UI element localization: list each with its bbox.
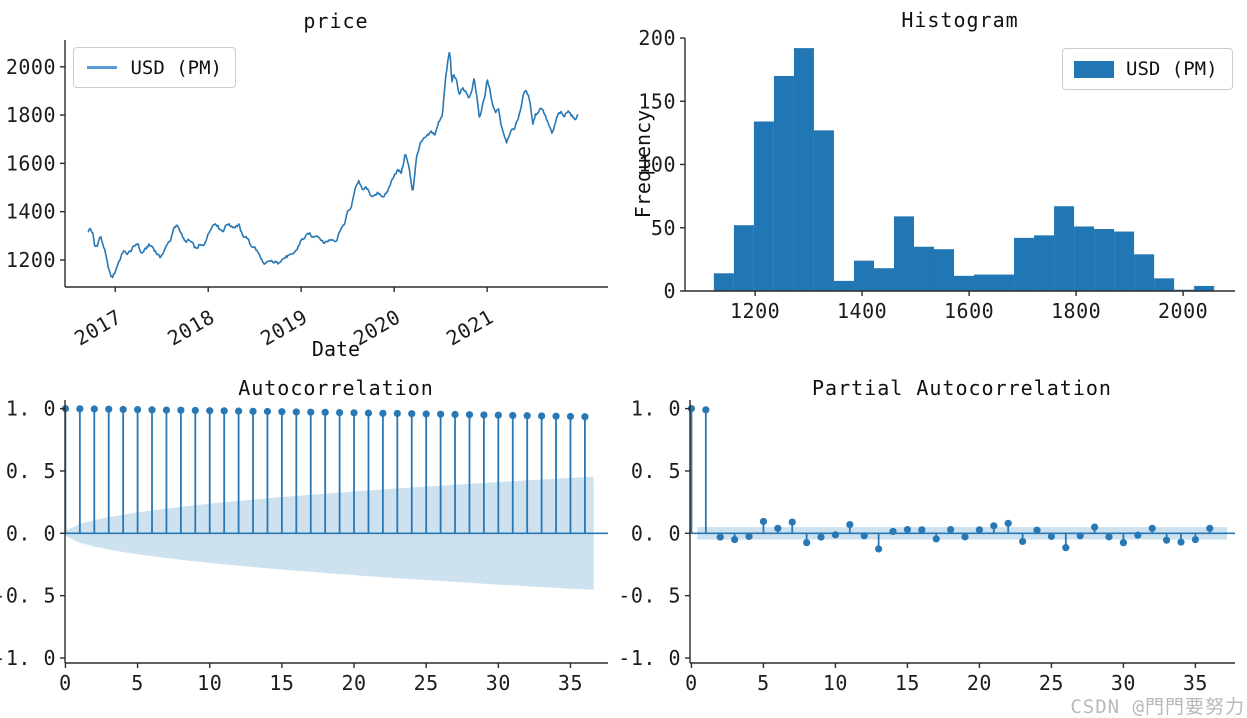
svg-text:1800: 1800 <box>1051 299 1101 323</box>
svg-text:10: 10 <box>197 671 222 695</box>
svg-text:1400: 1400 <box>6 200 56 224</box>
histogram-legend: USD (PM) <box>1062 48 1233 90</box>
svg-text:10: 10 <box>823 671 848 695</box>
svg-text:2000: 2000 <box>6 55 56 79</box>
svg-text:0. 0: 0. 0 <box>6 521 56 545</box>
svg-text:1200: 1200 <box>6 248 56 272</box>
price-legend: USD (PM) <box>73 47 236 88</box>
svg-text:100: 100 <box>638 153 676 177</box>
svg-text:-0. 5: -0. 5 <box>618 584 681 608</box>
svg-text:200: 200 <box>638 26 676 50</box>
svg-text:35: 35 <box>1183 671 1208 695</box>
price-legend-label: USD (PM) <box>130 56 222 79</box>
histogram-yaxis-label: Frequency <box>631 110 655 218</box>
svg-text:1600: 1600 <box>944 299 994 323</box>
price-xaxis-label: Date <box>312 337 360 361</box>
svg-text:30: 30 <box>1111 671 1136 695</box>
svg-text:0: 0 <box>59 671 72 695</box>
svg-text:20: 20 <box>967 671 992 695</box>
svg-text:150: 150 <box>638 89 676 113</box>
svg-text:1. 0: 1. 0 <box>631 397 681 421</box>
pacf-title: Partial Autocorrelation <box>812 376 1112 400</box>
acf-title: Autocorrelation <box>238 376 434 400</box>
svg-text:1400: 1400 <box>837 299 887 323</box>
svg-text:50: 50 <box>651 216 676 240</box>
svg-text:2018: 2018 <box>163 305 218 351</box>
svg-text:1. 0: 1. 0 <box>6 397 56 421</box>
svg-text:15: 15 <box>895 671 920 695</box>
legend-line-swatch <box>87 66 118 69</box>
svg-text:2021: 2021 <box>442 305 497 351</box>
svg-text:1200: 1200 <box>730 299 780 323</box>
legend-patch-swatch <box>1074 60 1114 78</box>
svg-text:5: 5 <box>131 671 144 695</box>
svg-text:35: 35 <box>558 671 583 695</box>
svg-text:2019: 2019 <box>256 305 311 351</box>
watermark: CSDN @門門要努力 <box>1070 696 1245 718</box>
svg-text:-1. 0: -1. 0 <box>0 646 56 670</box>
svg-text:0. 5: 0. 5 <box>6 459 56 483</box>
svg-text:-1. 0: -1. 0 <box>618 646 681 670</box>
price-chart-title: price <box>303 9 368 33</box>
histogram-legend-label: USD (PM) <box>1126 58 1218 80</box>
svg-text:0. 5: 0. 5 <box>631 459 681 483</box>
svg-text:5: 5 <box>757 671 770 695</box>
svg-text:25: 25 <box>414 671 439 695</box>
svg-text:0: 0 <box>685 671 698 695</box>
svg-text:-0. 5: -0. 5 <box>0 584 56 608</box>
svg-text:1800: 1800 <box>6 103 56 127</box>
svg-text:15: 15 <box>269 671 294 695</box>
svg-text:2017: 2017 <box>70 305 125 351</box>
histogram-title: Histogram <box>901 8 1018 32</box>
svg-text:20: 20 <box>341 671 366 695</box>
svg-text:0. 0: 0. 0 <box>631 521 681 545</box>
svg-text:2000: 2000 <box>1158 299 1208 323</box>
svg-text:1600: 1600 <box>6 151 56 175</box>
svg-text:0: 0 <box>663 279 676 303</box>
svg-text:30: 30 <box>486 671 511 695</box>
svg-text:25: 25 <box>1039 671 1064 695</box>
